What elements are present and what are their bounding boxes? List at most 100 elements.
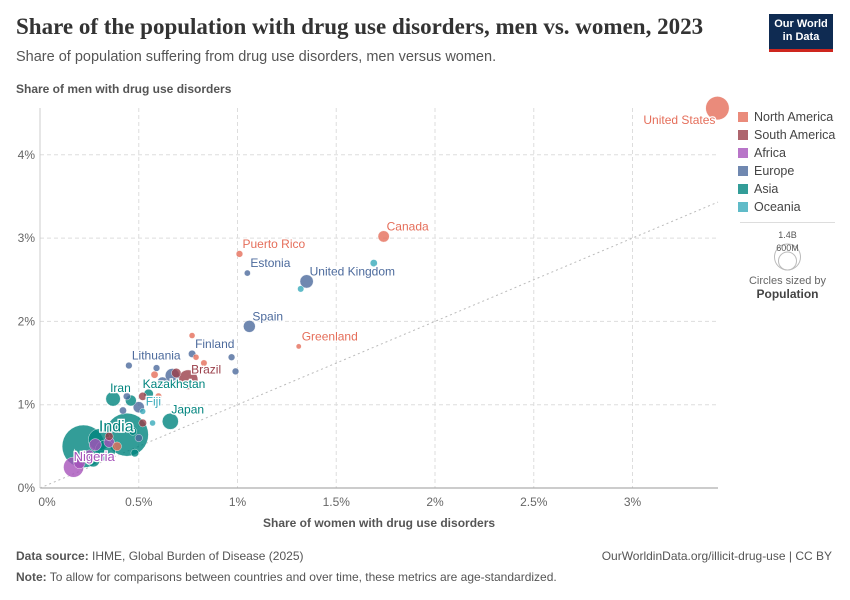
note: Note: To allow for comparisons between c… [16,570,557,584]
y-axis-label: Share of men with drug use disorders [16,82,232,96]
data-point[interactable] [231,367,240,375]
chart-subtitle: Share of population suffering from drug … [16,49,497,65]
size-legend-mid: 600M [776,243,799,253]
legend-label: Europe [754,164,795,178]
point-label: Brazil [191,363,221,377]
data-point[interactable] [123,392,131,401]
size-legend-variable: Population [756,287,819,301]
data-point[interactable] [295,343,302,350]
legend-swatch [738,130,748,140]
data-point[interactable] [192,354,200,361]
point-label: Lithuania [132,349,181,363]
point-label: Puerto Rico [242,237,305,251]
chart-title: Share of the population with drug use di… [16,14,704,39]
legend-label: South America [754,128,836,142]
legend-label: Oceania [754,200,801,214]
point-label: Kazakhstan [143,377,206,391]
legend-label: North America [754,110,834,124]
legend-swatch [738,148,748,158]
data-point[interactable] [119,406,127,415]
point-label: Fiji [146,394,161,408]
legend-item[interactable]: Europe [738,162,835,180]
legend: North America South America Africa Europe As… [738,108,835,216]
data-point[interactable] [112,441,122,451]
legend-swatch [738,166,748,176]
data-point[interactable] [235,250,244,258]
point-label: Estonia [250,256,290,270]
legend-item[interactable]: Africa [738,144,835,162]
data-point[interactable] [178,369,199,390]
point-label: Finland [195,337,234,351]
data-point[interactable] [150,370,159,379]
legend-swatch [738,202,748,212]
data-point[interactable] [188,332,196,339]
x-tick-label: 3% [624,495,642,509]
owid-logo[interactable]: Our World in Data [769,14,833,52]
point-label: Japan [171,402,204,416]
y-tick-label: 4% [18,148,36,162]
point-label: United States [643,113,715,127]
legend-label: Asia [754,182,779,196]
point-label: India [99,419,134,436]
data-point[interactable] [154,392,163,400]
data-point[interactable] [138,392,147,401]
data-point[interactable] [84,449,95,460]
data-point[interactable] [125,361,133,370]
data-point[interactable] [139,408,146,415]
legend-swatch [738,184,748,194]
x-tick-label: 1.5% [323,495,351,509]
point-label: Nigeria [74,449,116,464]
y-tick-label: 2% [18,314,36,328]
data-point[interactable] [128,427,137,436]
data-point[interactable] [171,368,182,378]
legend-item[interactable]: North America [738,108,835,126]
data-point[interactable] [104,432,114,441]
data-point[interactable] [377,230,390,243]
x-tick-label: 0% [38,495,56,509]
data-point[interactable] [369,259,378,267]
source-link[interactable]: IHME, Global Burden of Disease (2025) [92,549,304,563]
data-point[interactable] [705,96,730,121]
data-point[interactable] [138,418,147,428]
data-point[interactable] [200,359,208,367]
y-tick-label: 1% [18,398,36,412]
size-legend-caption: Circles sized by [748,275,827,287]
source: Data source: IHME, Global Burden of Dise… [16,549,304,563]
data-point[interactable] [162,413,179,430]
url-link[interactable]: OurWorldinData.org/illicit-drug-use | CC… [601,549,832,563]
size-legend: 1.4B 600M Circles sized by Population [740,226,835,301]
x-tick-label: 1% [229,495,247,509]
data-point[interactable] [228,353,236,361]
data-point[interactable] [89,438,102,451]
point-label: Greenland [302,329,358,343]
y-tick-label: 3% [18,231,36,245]
size-legend-circles: 1.4B 600M [774,230,801,271]
data-point[interactable] [105,391,121,407]
x-tick-label: 0.5% [125,495,153,509]
y-tick-label: 0% [18,481,36,495]
x-tick-label: 2% [426,495,444,509]
x-axis-label: Share of women with drug use disorders [263,516,496,530]
data-point[interactable] [244,269,251,277]
point-label: Canada [387,219,429,233]
legend-item[interactable]: South America [738,126,835,144]
data-point[interactable] [299,274,314,289]
legend-divider [740,222,835,223]
legend-swatch [738,112,748,122]
data-point[interactable] [152,364,161,372]
point-label: Iran [110,381,131,395]
data-point[interactable] [157,376,168,388]
size-legend-max: 1.4B [778,230,797,240]
data-point[interactable] [297,285,305,293]
data-point[interactable] [130,448,139,458]
legend-item[interactable]: Asia [738,180,835,198]
data-point[interactable] [73,457,86,469]
data-point[interactable] [134,434,143,442]
data-point[interactable] [243,320,256,333]
data-point[interactable] [149,419,156,427]
point-label: Spain [252,309,283,323]
legend-label: Africa [754,146,786,160]
legend-item[interactable]: Oceania [738,198,835,216]
